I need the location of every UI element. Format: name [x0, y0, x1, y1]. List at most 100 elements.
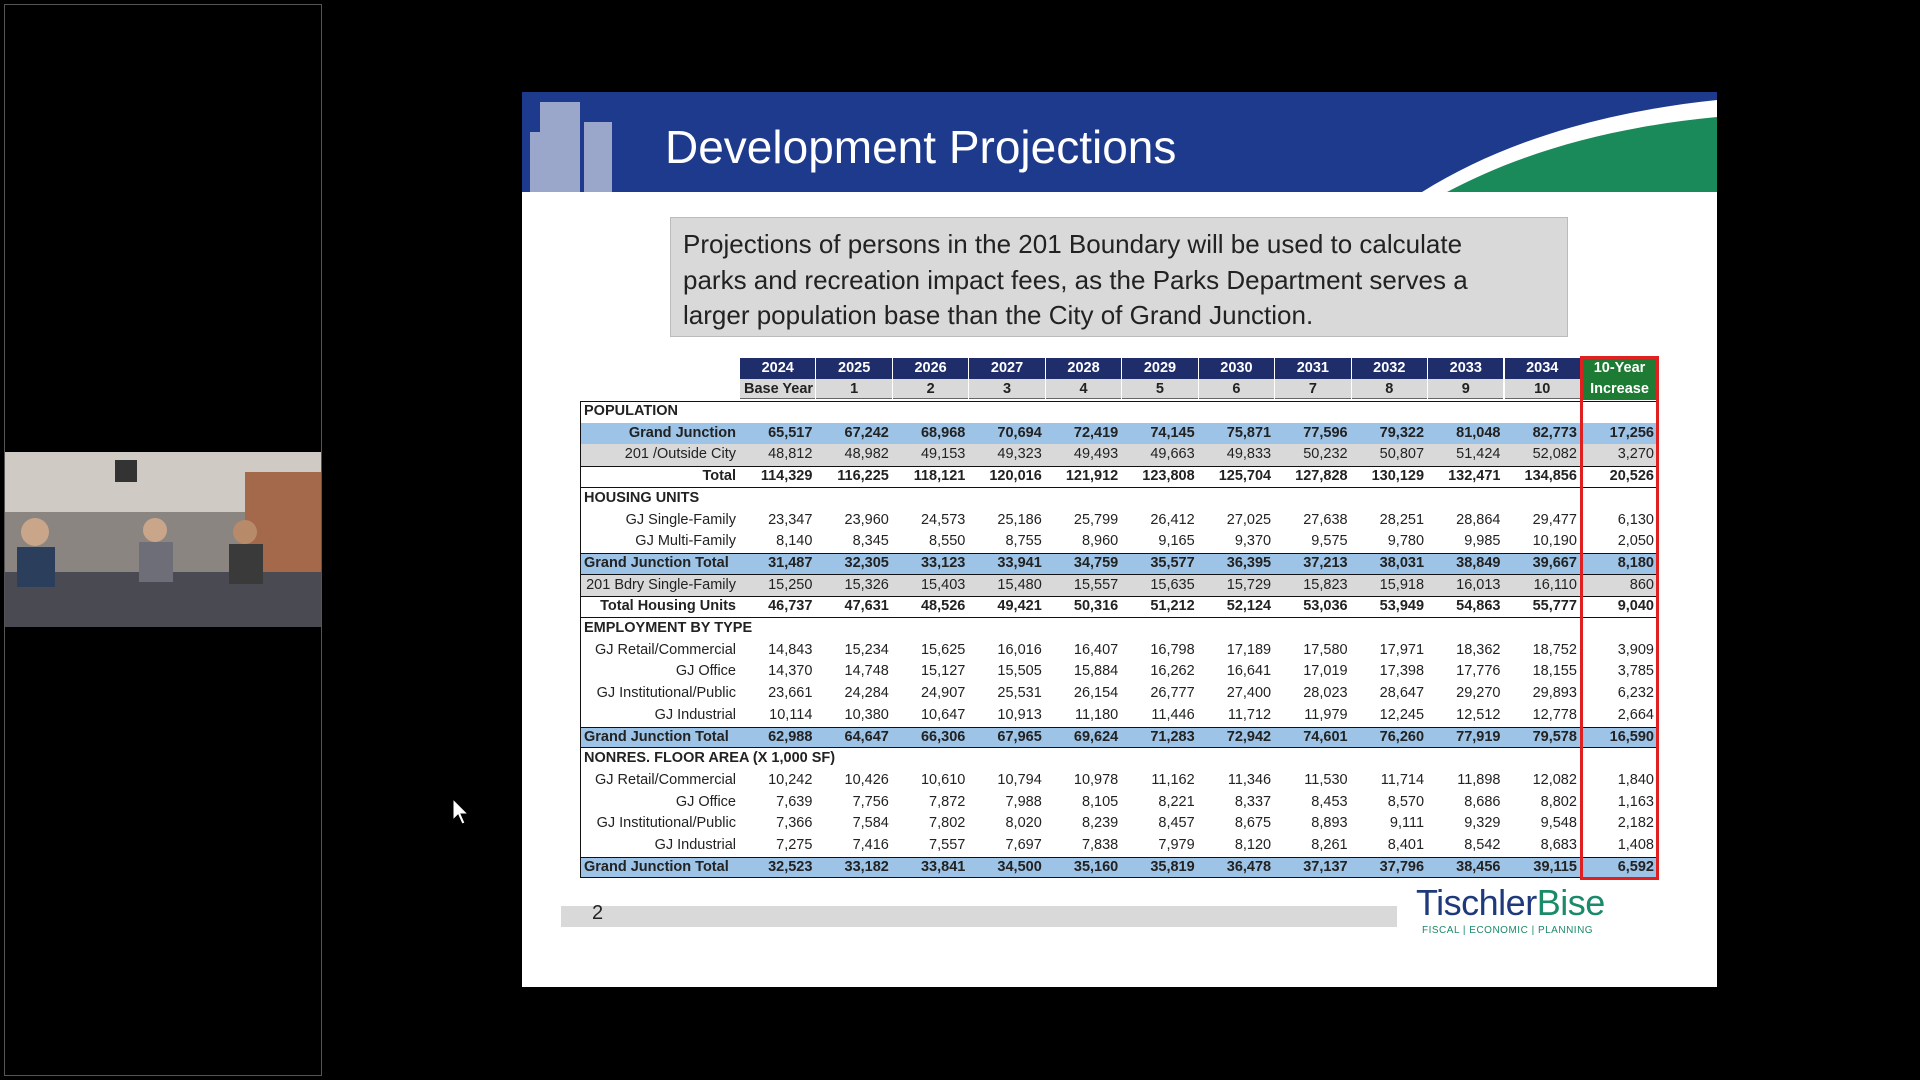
table-value: 11,180: [1074, 706, 1119, 723]
table-value: 25,799: [1073, 511, 1119, 528]
table-value: 8,755: [1005, 533, 1042, 550]
table-value: 79,578: [1532, 728, 1577, 745]
year-header: 2032: [1351, 358, 1428, 379]
increase-value: 6,592: [1617, 858, 1654, 875]
footer-bar: [561, 906, 1397, 927]
slide: Development Projections Projections of p…: [522, 92, 1717, 987]
table-value: 9,370: [1234, 533, 1272, 550]
slide-title: Development Projections: [665, 121, 1177, 173]
table-value: 49,153: [920, 446, 966, 463]
table-value: 17,019: [1303, 663, 1348, 680]
table-value: 18,362: [1456, 641, 1501, 658]
table-value: 114,329: [760, 468, 813, 485]
row-label: GJ Retail/Commercial: [595, 771, 736, 788]
row-band: [580, 444, 1658, 467]
section-label: NONRES. FLOOR AREA (X 1,000 SF): [584, 750, 836, 767]
table-value: 62,988: [768, 728, 813, 745]
table-value: 17,189: [1226, 641, 1272, 658]
table-value: 9,165: [1158, 533, 1195, 550]
table-value: 8,261: [1311, 837, 1348, 853]
table-value: 118,121: [913, 468, 966, 485]
table-value: 29,893: [1532, 685, 1577, 702]
table-value: 11,898: [1457, 771, 1501, 788]
increase-highlight: [1580, 356, 1659, 881]
table-value: 16,641: [1226, 663, 1272, 680]
table-value: 15,127: [920, 663, 966, 680]
sub-header: 1: [816, 379, 892, 399]
table-value: 48,812: [768, 446, 813, 463]
table-value: 7,639: [776, 793, 813, 810]
table-value: 65,517: [768, 424, 813, 441]
table-value: 123,808: [1142, 468, 1195, 485]
increase-value: 6,130: [1617, 511, 1654, 528]
table-value: 14,370: [768, 663, 813, 680]
table-value: 39,667: [1532, 554, 1577, 571]
title-banner: [522, 92, 1717, 192]
year-header: 2029: [1122, 358, 1198, 379]
mouse-cursor: [452, 798, 470, 825]
table-value: 67,965: [997, 728, 1042, 745]
table-value: 10,913: [997, 706, 1042, 723]
logo-part: Bise: [1536, 882, 1606, 923]
table-value: 50,807: [1379, 446, 1425, 463]
table-value: 72,942: [1226, 728, 1272, 745]
table-value: 8,802: [1540, 793, 1577, 810]
table-value: 16,262: [1150, 663, 1195, 680]
table-value: 51,424: [1456, 446, 1501, 463]
table-value: 48,526: [920, 598, 966, 615]
table-value: 17,776: [1456, 663, 1501, 680]
table-value: 24,907: [920, 685, 966, 702]
intro-box: Projections of persons in the 201 Bounda…: [670, 217, 1568, 337]
year-header: 2025: [816, 358, 892, 379]
table-value: 27,400: [1226, 685, 1272, 702]
table-value: 15,250: [768, 576, 813, 593]
intro-line: larger population base than the City of …: [683, 300, 1314, 330]
table-value: 36,478: [1226, 858, 1272, 875]
table-value: 77,596: [1303, 424, 1348, 441]
table-value: 11,712: [1227, 706, 1272, 723]
row-label: Grand Junction Total: [584, 858, 729, 875]
table-value: 14,843: [768, 641, 813, 658]
table-value: 49,833: [1226, 446, 1272, 463]
table-value: 11,162: [1151, 771, 1195, 788]
intro-line: parks and recreation impact fees, as the…: [683, 264, 1468, 295]
table-value: 49,663: [1150, 446, 1195, 463]
row-band: [580, 422, 1658, 445]
table-value: 39,115: [1533, 858, 1577, 875]
table-value: 76,260: [1379, 728, 1425, 745]
table-value: 24,284: [844, 685, 889, 702]
table-value: 8,401: [1387, 837, 1425, 853]
increase-value: 9,040: [1617, 598, 1654, 615]
year-header: 2027: [969, 358, 1045, 379]
sub-header: 9: [1428, 379, 1504, 399]
table-value: 16,798: [1150, 641, 1195, 658]
table-value: 11,714: [1380, 771, 1425, 788]
table-value: 23,347: [768, 511, 813, 528]
table-value: 15,480: [997, 576, 1042, 593]
table-value: 10,978: [1073, 771, 1119, 788]
sub-header: Base Year: [740, 379, 816, 399]
row-label: GJ Institutional/Public: [596, 815, 736, 832]
increase-value: 16,590: [1609, 728, 1654, 745]
table-value: 34,759: [1073, 554, 1119, 571]
table-value: 34,500: [997, 858, 1042, 875]
year-header: 2030: [1198, 358, 1275, 379]
row-label: GJ Single-Family: [625, 511, 736, 528]
increase-value: 6,232: [1617, 685, 1654, 702]
table-value: 8,345: [852, 533, 889, 550]
table-value: 10,647: [920, 706, 966, 723]
table-value: 38,031: [1379, 554, 1425, 571]
table-value: 17,398: [1379, 663, 1425, 680]
sub-header: 10: [1504, 379, 1580, 399]
table-value: 35,819: [1150, 858, 1195, 875]
table-value: 67,242: [844, 424, 889, 441]
table-value: 8,140: [776, 533, 813, 550]
table-value: 38,849: [1456, 554, 1501, 571]
table-value: 74,601: [1303, 728, 1348, 745]
table-value: 121,912: [1065, 468, 1119, 485]
table-value: 24,573: [920, 511, 966, 528]
table-value: 9,985: [1464, 533, 1501, 550]
table-value: 32,305: [844, 554, 889, 571]
table-value: 16,013: [1456, 576, 1501, 593]
